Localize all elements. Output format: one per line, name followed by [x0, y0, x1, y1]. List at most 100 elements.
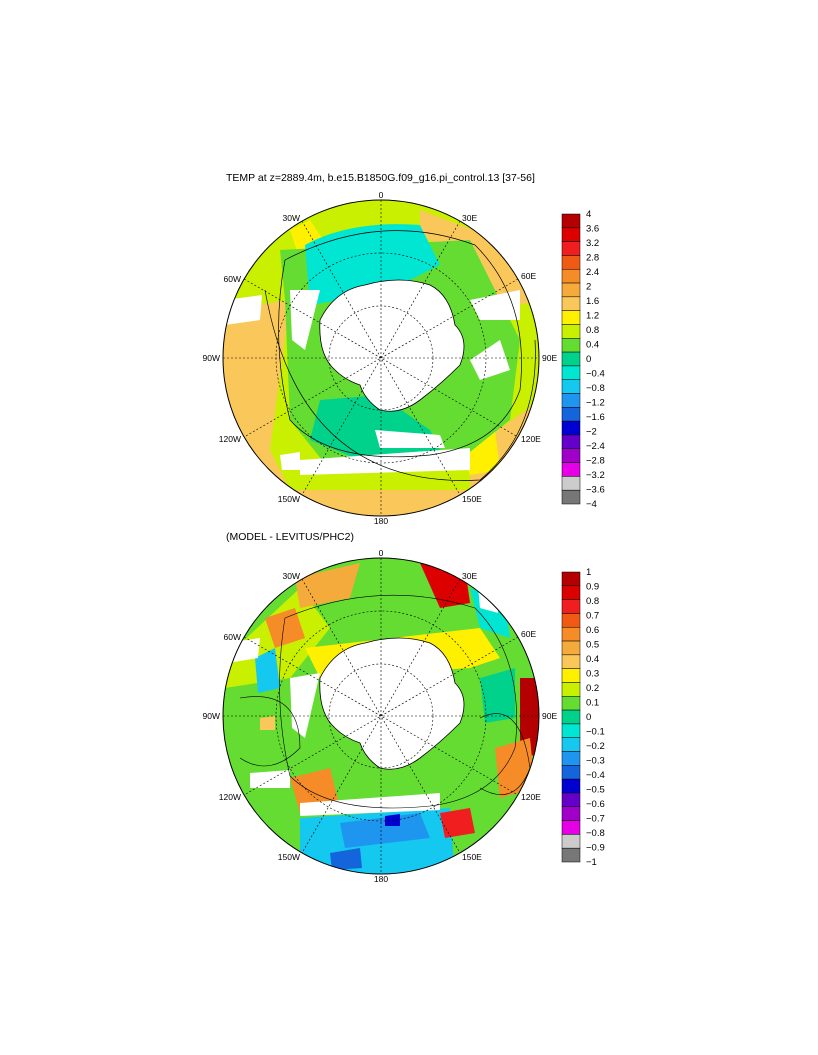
lon-label-150e: 150E: [462, 494, 482, 504]
colorbar-swatch: [561, 489, 581, 505]
colorbar-swatch: [561, 751, 581, 766]
colorbar-swatch: [561, 571, 581, 587]
colorbar-swatch: [561, 709, 581, 725]
map-outline: [222, 199, 540, 517]
field-cyan-east: [480, 668, 515, 723]
colorbar-tick-label: 1.2: [586, 311, 599, 322]
colorbar-tick-label: −0.5: [586, 785, 605, 796]
colorbar-swatch: [561, 792, 581, 808]
colorbar-tick-label: −2: [586, 427, 597, 438]
lon-label-150w: 150W: [278, 852, 300, 862]
colorbar-tick-label: 0.8: [586, 325, 599, 336]
lon-label-150w: 150W: [278, 494, 300, 504]
colorbar-swatch: [561, 654, 581, 669]
missing-patch-peninsula: [290, 673, 320, 738]
field-orange-peninsula: [265, 608, 305, 648]
colorbar-swatch: [561, 723, 581, 738]
graticule: [223, 558, 539, 874]
missing-band-south: [300, 448, 470, 475]
temperature-map-panel: 0 30E 60E 90E 120E 150E 180 150W 120W 90…: [203, 190, 605, 526]
colorbar-swatch: [561, 268, 581, 284]
colorbar-tick-label: −0.9: [586, 843, 605, 854]
colorbar-swatch: [561, 407, 581, 422]
colorbar-tick-label: 0.9: [586, 582, 599, 593]
colorbar-swatch: [561, 420, 581, 436]
colorbar-tick-label: −0.2: [586, 741, 605, 752]
lon-label-120w: 120W: [219, 792, 241, 802]
colorbar-swatch: [561, 324, 581, 339]
colorbar-tick-label: 0.1: [586, 698, 599, 709]
colorbar-swatch: [561, 213, 581, 229]
colorbar-tick-label: 0.7: [586, 611, 599, 622]
colorbar-swatch: [561, 599, 581, 614]
lon-label-30e: 30E: [462, 571, 477, 581]
colorbar-swatch: [561, 668, 581, 683]
lon-label-0: 0: [379, 190, 384, 200]
colorbar-tick-label: −1.6: [586, 412, 605, 423]
colorbar-temperature: 4 3.6 3.2 2.8 2.4 2 1.6 1.2 0.8 0.4 0 −0.4 −0.8 −1.2 −…: [561, 209, 605, 510]
lon-label-90e: 90E: [542, 353, 557, 363]
lon-label-150e: 150E: [462, 852, 482, 862]
lon-label-120e: 120E: [521, 792, 541, 802]
colorbar-tick-label: 0.8: [586, 596, 599, 607]
colorbar-swatch: [561, 696, 581, 711]
field-blue-west: [255, 648, 280, 693]
graticule: [223, 200, 539, 516]
lon-label-30w: 30W: [283, 571, 300, 581]
lon-label-120e: 120E: [521, 434, 541, 444]
colorbar-swatch: [561, 434, 581, 450]
colorbar-swatch: [561, 255, 581, 270]
colorbar-swatch: [561, 296, 581, 311]
lon-label-0: 0: [379, 548, 384, 558]
colorbar-tick-label: −0.4: [586, 369, 605, 380]
antarctica-land: [319, 279, 465, 412]
colorbar-tick-label: 4: [586, 209, 591, 220]
colorbar-swatch: [561, 310, 581, 325]
colorbar-tick-label: −2.8: [586, 456, 605, 467]
colorbar-swatch: [561, 227, 581, 242]
colorbar-swatch: [561, 241, 581, 256]
colorbar-tick-label: 0.6: [586, 625, 599, 636]
missing-patch-peninsula: [290, 290, 320, 350]
colorbar-tick-label: 0.2: [586, 683, 599, 694]
colorbar-tick-label: 2.4: [586, 267, 599, 278]
lon-label-60w: 60W: [224, 274, 241, 284]
colorbar-tick-label: 0.4: [586, 654, 599, 665]
colorbar-swatch: [561, 462, 581, 477]
missing-patch-southwest: [280, 452, 300, 470]
colorbar-tick-label: −0.4: [586, 770, 605, 781]
colorbar-tick-label: 0: [586, 354, 591, 365]
lon-label-60e: 60E: [521, 271, 536, 281]
panel-title-temperature: TEMP at z=2889.4m, b.e15.B1850G.f09_g16.…: [226, 172, 535, 184]
colorbar-tick-label: −4: [586, 499, 597, 510]
colorbar-swatch: [561, 476, 581, 491]
colorbar-swatch: [561, 806, 581, 821]
field-red-south: [440, 808, 475, 838]
colorbar-tick-label: −3.2: [586, 470, 605, 481]
colorbar-swatch: [561, 351, 581, 367]
colorbar-tick-label: 0: [586, 712, 591, 723]
colorbar-swatch: [561, 682, 581, 697]
colorbar-tick-label: 0.3: [586, 669, 599, 680]
lon-label-30w: 30W: [283, 213, 300, 223]
colorbar-swatch: [561, 379, 581, 394]
colorbar-tick-label: −3.6: [586, 485, 605, 496]
missing-patch-east2: [470, 340, 510, 380]
colorbar-tick-label: −0.3: [586, 756, 605, 767]
colorbar-swatch: [561, 640, 581, 656]
colorbar-tick-label: −1.2: [586, 398, 605, 409]
colorbar-tick-label: −2.4: [586, 441, 605, 452]
contour-line-1: [278, 230, 522, 458]
missing-patch-southamerica: [225, 295, 262, 325]
colorbar-tick-label: −0.8: [586, 828, 605, 839]
colorbar-swatch: [561, 847, 581, 863]
lon-label-90e: 90E: [542, 711, 557, 721]
contour-line-2: [264, 289, 536, 481]
colorbar-tick-label: −0.8: [586, 383, 605, 394]
colorbar-swatch: [561, 365, 581, 380]
map-disk: [223, 200, 539, 516]
panel-title-difference: (MODEL - LEVITUS/PHC2): [226, 531, 354, 543]
missing-patch-east: [470, 290, 520, 320]
colorbar-tick-label: 1.6: [586, 296, 599, 307]
colorbar-tick-label: −0.1: [586, 727, 605, 738]
